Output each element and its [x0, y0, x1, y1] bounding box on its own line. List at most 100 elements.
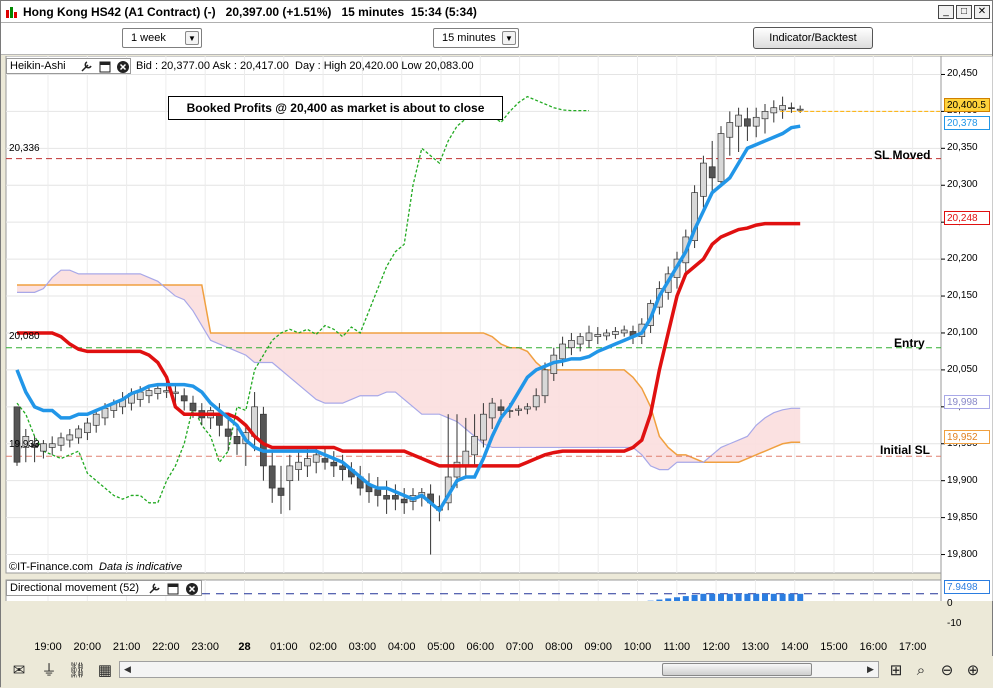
x-tick-label: 17:00 — [898, 641, 928, 653]
dm-bar — [692, 595, 698, 601]
y-tick-label: 20,150 — [947, 290, 978, 301]
candle-body — [401, 499, 407, 503]
candle-body — [225, 429, 231, 436]
zoom-fit-icon[interactable]: ⌕ — [911, 661, 931, 681]
dm-bar — [683, 596, 689, 601]
x-tick-label: 12:00 — [701, 641, 731, 653]
y-tick-label: 19,850 — [947, 512, 978, 523]
candle-body — [40, 444, 46, 451]
y-tick-label: 20,350 — [947, 142, 978, 153]
candle-body — [164, 391, 170, 392]
candle-body — [718, 134, 724, 182]
bottom-toolbar: ✉ ⏚ ⛓ ▦ ◀ ▶ ⊞ ⌕ ⊖ ⊕ — [1, 656, 993, 688]
period-select-value: 1 week — [131, 32, 166, 44]
candle-body — [384, 495, 390, 499]
x-tick-label: 04:00 — [387, 641, 417, 653]
toolbar: 1 week ▼ 15 minutes ▼ Indicator/Backtest — [1, 23, 992, 55]
period-select[interactable]: 1 week ▼ — [122, 28, 202, 48]
candle-body — [313, 455, 319, 462]
candle-body — [463, 451, 469, 466]
x-tick-label: 08:00 — [544, 641, 574, 653]
initial-sl-label: Initial SL — [880, 443, 930, 457]
scroll-thumb[interactable] — [662, 663, 812, 676]
link-icon[interactable]: ⛓ — [67, 661, 87, 681]
main-plot-bg — [6, 56, 941, 573]
candle-body — [498, 407, 504, 411]
window-icon[interactable] — [166, 582, 180, 596]
candle-body — [296, 462, 302, 469]
dm-bar — [674, 597, 680, 601]
chevron-down-icon: ▼ — [185, 31, 199, 45]
alert-icon[interactable]: ⏚ — [39, 661, 59, 681]
candle-body — [542, 370, 548, 396]
senkou-b-price-tag: 19,998 — [944, 395, 990, 409]
indicator-backtest-button[interactable]: Indicator/Backtest — [753, 27, 873, 49]
window-icon[interactable] — [98, 60, 112, 74]
senkou-a-price-tag: 19,952 — [944, 430, 990, 444]
candle-body — [744, 119, 750, 126]
zoom-out-icon[interactable]: ⊖ — [937, 661, 957, 681]
dm-bar — [727, 594, 733, 601]
candle-body — [340, 466, 346, 470]
y-tick-label: 20,450 — [947, 68, 978, 79]
x-tick-label: 03:00 — [347, 641, 377, 653]
candle-body — [568, 340, 574, 347]
dm-bar — [762, 594, 768, 601]
candle-body — [84, 423, 90, 433]
dm-bar — [771, 594, 777, 601]
minimize-button[interactable]: _ — [938, 5, 954, 19]
wrench-icon[interactable] — [147, 582, 161, 596]
x-tick-label: 02:00 — [308, 641, 338, 653]
close-panel-icon[interactable] — [185, 582, 199, 596]
candle-body — [480, 414, 486, 440]
interval-select[interactable]: 15 minutes ▼ — [433, 28, 519, 48]
dm-bar — [665, 598, 671, 601]
y-tick-label: 20,200 — [947, 253, 978, 264]
candle-body — [472, 436, 478, 454]
scroll-right-icon[interactable]: ▶ — [863, 662, 878, 677]
envelope-icon[interactable]: ✉ — [9, 661, 29, 681]
x-tick-label: 16:00 — [858, 641, 888, 653]
chart-canvas[interactable] — [1, 56, 993, 601]
candle-body — [709, 167, 715, 178]
candle-body — [331, 462, 337, 466]
fit-zoom-icon[interactable]: ⊞ — [886, 661, 906, 681]
dm-bar — [656, 600, 662, 601]
level-label-low: 19,933 — [9, 439, 40, 450]
candle-body — [102, 408, 108, 418]
candle-body — [560, 344, 566, 359]
candle-body — [736, 115, 742, 126]
close-panel-icon[interactable] — [116, 60, 130, 74]
grid-icon[interactable]: ▦ — [95, 661, 115, 681]
indicator-panel-header: Directional movement (52) — [6, 580, 202, 596]
candle-body — [753, 117, 759, 126]
candle-body — [49, 444, 55, 448]
candle-body — [287, 466, 293, 481]
main-panel-header: Heikin-Ashi — [6, 58, 131, 74]
candle-body — [788, 108, 794, 109]
tenkan-price-tag: 20,378 — [944, 116, 990, 130]
candle-body — [67, 435, 73, 440]
title-bar: Hong Kong HS42 (A1 Contract) (-) 20,397.… — [1, 1, 992, 23]
x-tick-label: 14:00 — [780, 641, 810, 653]
horizontal-scrollbar[interactable]: ◀ ▶ — [119, 661, 879, 678]
candle-body — [533, 396, 539, 407]
zoom-in-icon[interactable]: ⊕ — [963, 661, 983, 681]
candle-body — [304, 459, 310, 466]
wrench-icon[interactable] — [79, 60, 93, 74]
dm-bar — [709, 594, 715, 601]
y-tick-label: 19,800 — [947, 549, 978, 560]
candle-body — [137, 392, 143, 399]
restore-button[interactable]: □ — [956, 5, 972, 19]
x-tick-label: 22:00 — [151, 641, 181, 653]
chart-area: Heikin-Ashi Bid : 20,377.00 Ask : 20,417… — [1, 56, 993, 688]
candle-body — [14, 407, 20, 462]
candle-body — [181, 396, 187, 401]
candle-body — [392, 495, 398, 499]
scroll-left-icon[interactable]: ◀ — [120, 662, 135, 677]
candle-body — [93, 414, 99, 425]
candle-body — [621, 330, 627, 333]
candle-body — [76, 429, 82, 438]
close-button[interactable]: ✕ — [974, 5, 990, 19]
candle-body — [516, 409, 522, 410]
